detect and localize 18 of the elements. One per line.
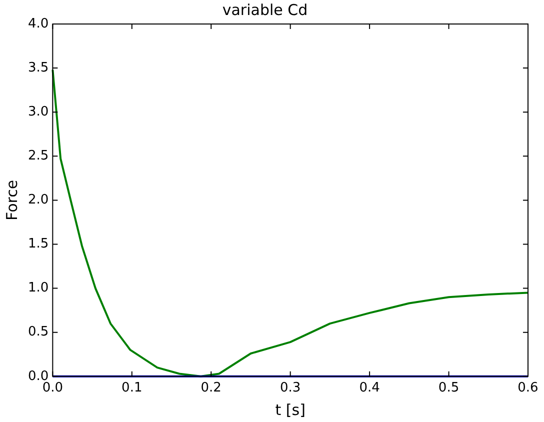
y-tick-label: 0.5 xyxy=(28,324,49,340)
y-tick-label: 3.5 xyxy=(28,60,49,76)
x-tick-label: 0.3 xyxy=(280,380,301,396)
y-tick-label: 3.0 xyxy=(28,104,49,120)
x-tick-label: 0.5 xyxy=(438,380,460,396)
y-axis-title: Force xyxy=(2,180,21,220)
x-tick-label: 0.4 xyxy=(359,380,380,396)
x-tick-label: 0.6 xyxy=(518,380,538,396)
chart-title: variable Cd xyxy=(222,0,308,19)
y-tick-label: 1.5 xyxy=(28,236,49,252)
x-axis-title: t [s] xyxy=(275,400,306,419)
x-tick-label: 0.2 xyxy=(200,380,222,396)
y-tick-label: 1.0 xyxy=(28,280,49,296)
y-tick-label: 2.0 xyxy=(28,192,49,208)
x-tick-label: 0.1 xyxy=(122,380,142,396)
x-tick-label: 0.0 xyxy=(42,380,64,396)
y-tick-label: 2.5 xyxy=(28,148,49,164)
y-tick-label: 4.0 xyxy=(28,16,49,32)
